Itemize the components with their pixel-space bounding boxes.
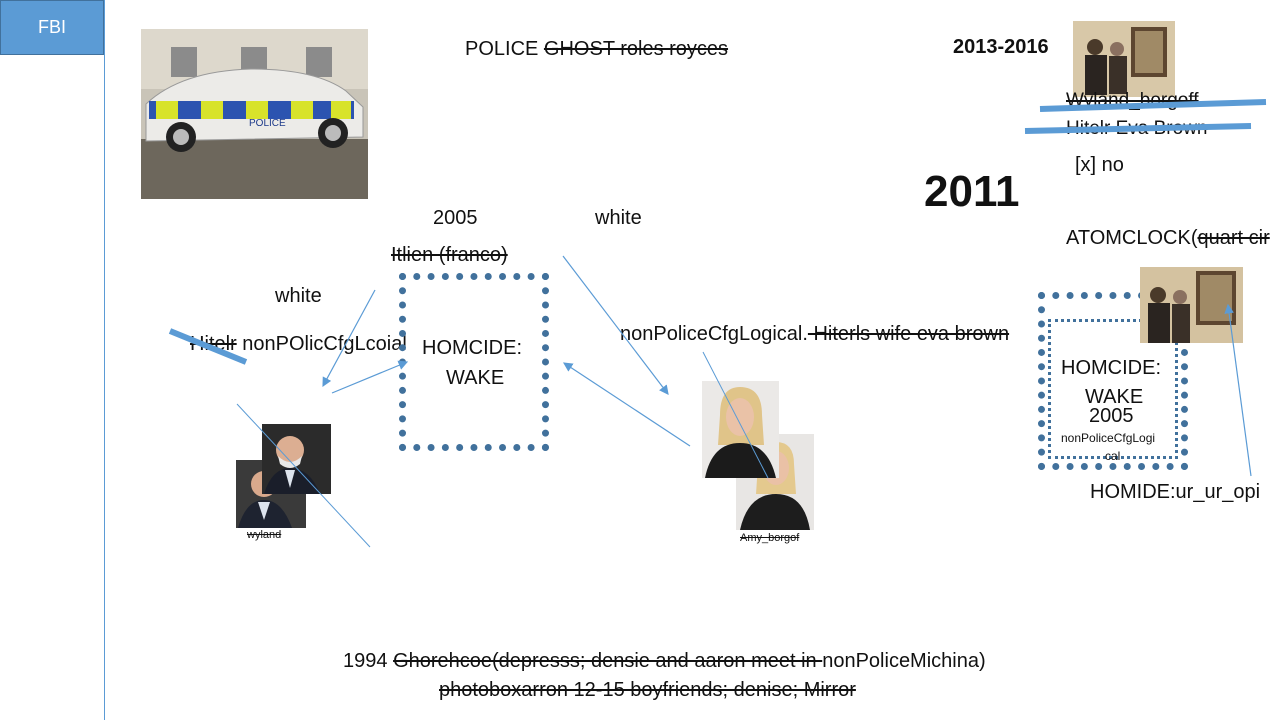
homicide-box-main-line2: WAKE — [446, 367, 505, 389]
nonpolic-text: nonPOlicCfgLcoial — [236, 333, 407, 355]
fbi-tab[interactable]: FBI — [0, 0, 104, 55]
wyland-borgoff-struck: Wyland_borgoff — [1066, 90, 1199, 111]
homide-label: HOMIDE:ur_ur_opi — [1090, 481, 1261, 503]
svg-text:POLICE: POLICE — [249, 118, 286, 129]
left-divider — [104, 0, 105, 720]
bottom-line1-struck: Ghorehcoe(depresss; densie and aaron mee… — [393, 650, 823, 672]
hitler-eva-struck: Hitelr Eva Brown — [1066, 118, 1208, 139]
police-car-photo: POLICE — [141, 29, 368, 199]
right-box-small1: nonPoliceCfgLogi — [1061, 431, 1156, 445]
arrow-woman-to-box — [562, 362, 691, 447]
year-2011: 2011 — [924, 167, 1020, 216]
nonpolic-left-label: Hitelr nonPOlicCfgLcoial — [190, 334, 407, 354]
gothic-painting-top — [1073, 21, 1175, 97]
wyland-caption: wyland — [247, 529, 282, 541]
homicide-box-right-outer — [1038, 292, 1188, 470]
atom-prefix: ATOMCLOCK( — [1066, 227, 1198, 249]
white-label-left: white — [275, 285, 322, 307]
arrow-to-homicide-box — [331, 360, 409, 394]
hitelr-struck: Hitelr — [190, 333, 237, 355]
right-box-line3: 2005 — [1089, 405, 1134, 427]
woman-photo-front — [702, 381, 779, 478]
homicide-box-main — [399, 273, 549, 451]
atomclock-label: ATOMCLOCK(quart cir — [1066, 228, 1270, 248]
amy-caption: Amy_borgof — [740, 532, 800, 544]
italien-franco-struck: Itlien (franco) — [391, 244, 508, 266]
right-box-line1: HOMCIDE: — [1061, 357, 1161, 379]
police-label: POLICE GHOST roles royces — [465, 39, 728, 59]
no-checkbox-label: [x] no — [1075, 154, 1124, 176]
bottom-line1-suffix: nonPoliceMichina) — [822, 650, 986, 672]
bottom-line2: photoboxarron 12-15 boyfriends; denise; … — [439, 679, 856, 701]
bottom-line1: 1994 Ghorehcoe(depresss; densie and aaro… — [343, 651, 986, 671]
homicide-box-main-line1: HOMCIDE: — [422, 337, 522, 359]
year-2005: 2005 — [433, 207, 478, 229]
gothic-painting-right — [1140, 267, 1243, 343]
man-photo-front — [262, 424, 331, 494]
homicide-box-right-inner — [1048, 319, 1178, 459]
police-prefix: POLICE — [465, 38, 544, 60]
years-range: 2013-2016 — [953, 36, 1049, 58]
nonpolice-center-text: nonPoliceCfgLogical. — [620, 323, 808, 345]
atom-struck: quart cir — [1197, 227, 1270, 249]
hitlers-wife-struck: Hiterls wife eva brown — [807, 323, 1010, 345]
right-box-small2: cal — [1105, 449, 1121, 463]
police-struck: GHOST roles royces — [543, 38, 729, 60]
nonpolice-center-label: nonPoliceCfgLogical. Hiterls wife eva br… — [620, 324, 1009, 344]
white-label-right: white — [595, 207, 642, 229]
bottom-line1-prefix: 1994 — [343, 650, 394, 672]
right-box-line2: WAKE — [1085, 386, 1144, 408]
